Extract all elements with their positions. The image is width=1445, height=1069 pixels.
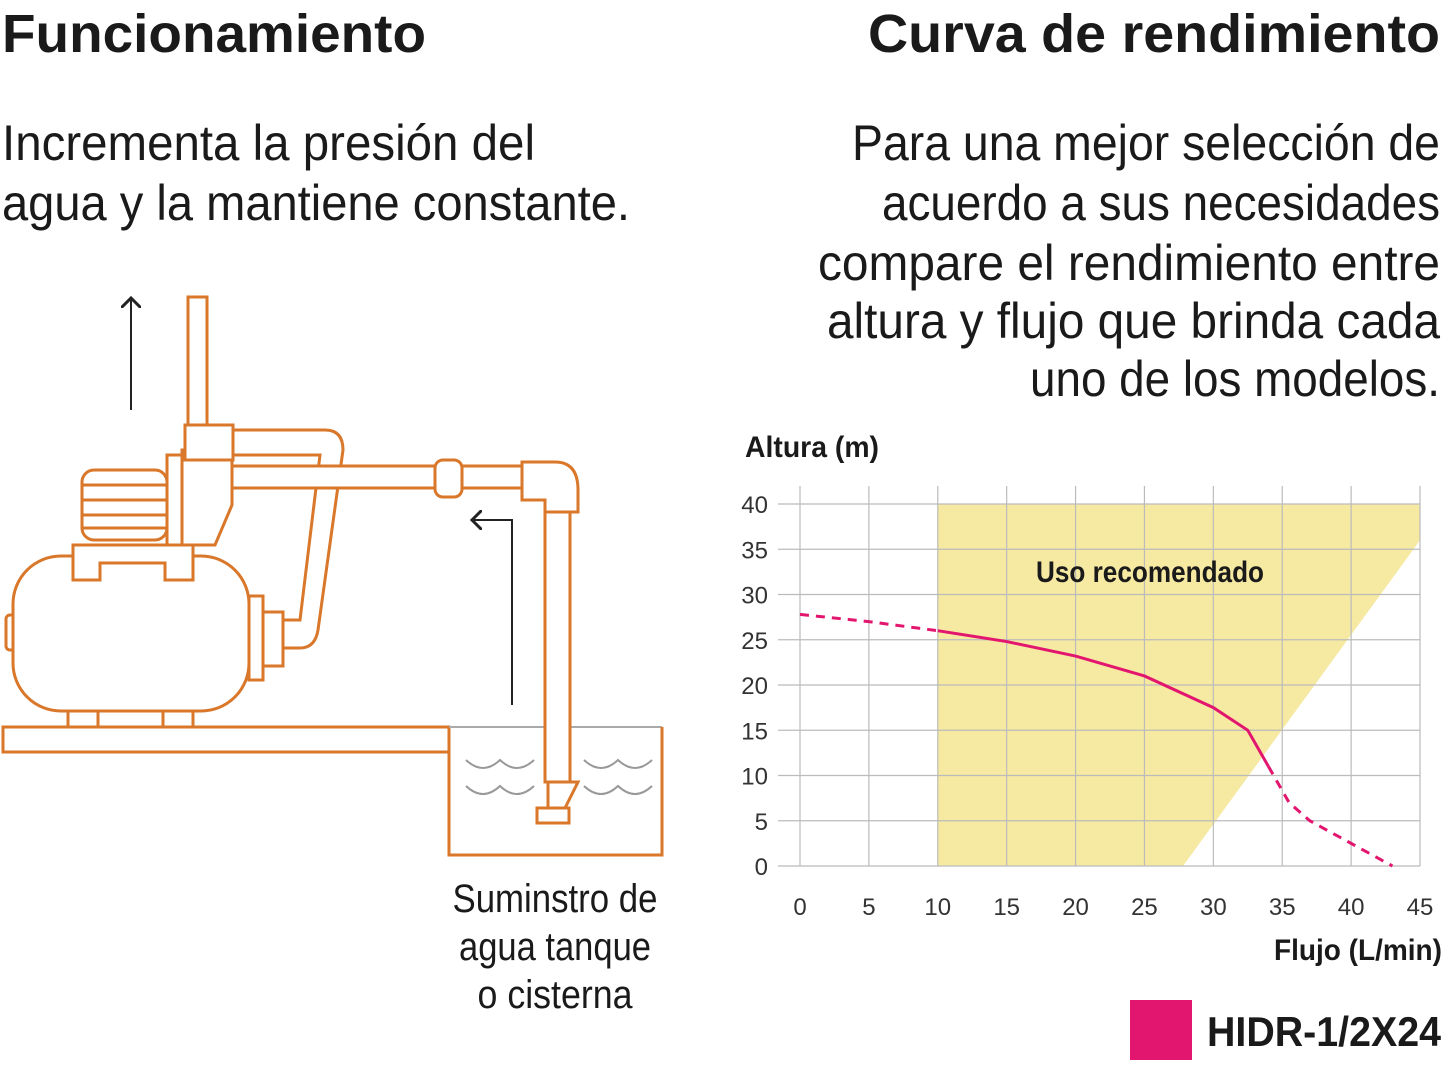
supply-label: o cisterna: [478, 973, 634, 1017]
y-tick-label: 10: [741, 764, 768, 791]
right-description: uno de los modelos.: [1030, 351, 1440, 407]
grid-layer: 0 5 10 15 20 25 30 35 40 0 5 10 15 20 25 30 35 40 45: [741, 486, 1433, 921]
left-description: agua y la mantiene constante.: [2, 175, 630, 231]
x-tick-label: 5: [862, 894, 875, 921]
line-layer: [799, 612, 1394, 868]
left-description: Incrementa la presión del: [2, 115, 535, 171]
right-description: altura y flujo que brinda cada: [827, 293, 1440, 349]
y-tick-label: 15: [741, 718, 768, 745]
region-label: Uso recomendado: [1036, 556, 1264, 589]
x-axis-label: Flujo (L/min): [1274, 934, 1442, 967]
x-tick-label: 15: [993, 894, 1020, 921]
right-description: Para una mejor selección de: [852, 115, 1440, 171]
legend-swatch: [1130, 1000, 1192, 1060]
x-tick-label: 25: [1131, 894, 1158, 921]
x-tick-label: 30: [1200, 894, 1227, 921]
y-tick-label: 20: [741, 673, 768, 700]
x-tick-label: 40: [1338, 894, 1365, 921]
y-tick-label: 25: [741, 628, 768, 655]
x-tick-label: 45: [1407, 894, 1434, 921]
right-description: compare el rendimiento entre: [818, 235, 1440, 291]
pump-diagram: [1, 295, 664, 857]
right-title: Curva de rendimiento: [868, 4, 1440, 64]
x-tick-label: 0: [793, 894, 806, 921]
x-tick-label: 35: [1269, 894, 1296, 921]
y-tick-label: 40: [741, 492, 768, 519]
y-tick-label: 5: [755, 809, 768, 836]
series-line: [937, 629, 1270, 768]
supply-label: agua tanque: [459, 925, 651, 969]
left-title: Funcionamiento: [2, 4, 426, 64]
y-axis-label: Altura (m): [745, 431, 879, 464]
x-tick-label: 10: [924, 894, 951, 921]
y-tick-label: 0: [755, 854, 768, 881]
legend-label: HIDR-1/2X24: [1207, 1008, 1442, 1055]
x-tick-label: 20: [1062, 894, 1089, 921]
supply-label: Suminstro de: [453, 877, 658, 921]
series-line: [799, 612, 938, 633]
chart: 0 5 10 15 20 25 30 35 40 0 5 10 15 20 25 30 35 40 45 Altur…: [741, 431, 1442, 1060]
series-line: [1267, 765, 1394, 868]
right-description: acuerdo a sus necesidades: [882, 175, 1440, 231]
y-tick-label: 35: [741, 537, 768, 564]
y-tick-label: 30: [741, 583, 768, 610]
